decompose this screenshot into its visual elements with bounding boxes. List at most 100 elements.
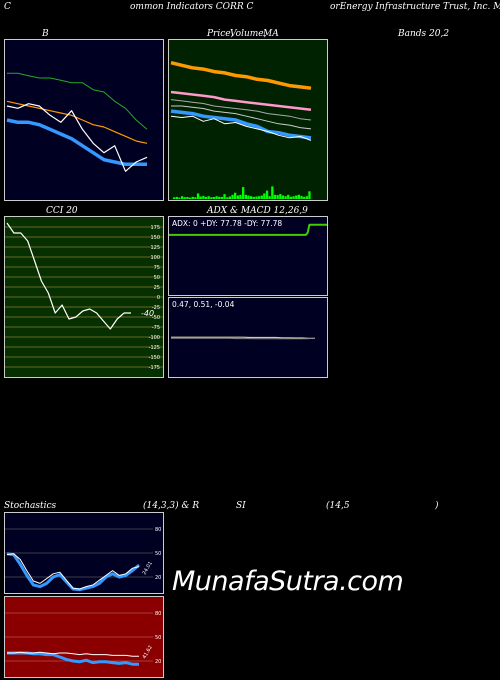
volume-bar: [268, 196, 271, 199]
volume-bar: [252, 196, 255, 199]
volume-bar: [183, 197, 186, 199]
volume-bar: [295, 195, 298, 199]
cci-panel: 175 150 125 100 75 50 25 0 -25 -50 -75 -100 -125 -150…: [4, 216, 164, 378]
volume-bar: [244, 194, 247, 199]
price-volume-panel: [168, 39, 328, 201]
price-series-3: [171, 105, 312, 130]
price-series-1: [170, 90, 312, 112]
cci-tick-label: -50: [152, 315, 160, 321]
label-adx-macd: ADX & MACD 12,26,9: [207, 206, 308, 216]
cci-tick-label: 150: [150, 235, 160, 241]
cci-tick-label: -75: [152, 325, 160, 331]
label-stoch-d: (14,5: [326, 501, 350, 511]
volume-bar: [178, 197, 181, 199]
bollinger-panel: [4, 39, 164, 201]
adx-chart: ADX: 0 +DY: 77.78 -DY: 77.78: [169, 219, 327, 236]
volume-bar: [186, 197, 189, 199]
cci-tick-label: -100: [149, 335, 160, 341]
price-series-4: [170, 109, 312, 140]
volume-bar: [226, 197, 229, 199]
macd-line: [171, 336, 315, 339]
volume-bar: [287, 194, 290, 199]
volume-bar: [255, 196, 258, 199]
price-volume-chart: [170, 60, 312, 199]
label-ma: MA: [263, 29, 279, 39]
bollinger-series-0: [6, 103, 148, 172]
volume-bar: [188, 197, 192, 199]
header-seg1: ommon Indicators CORR C: [130, 2, 254, 12]
volume-bar: [236, 195, 239, 199]
volume-bar: [279, 194, 282, 199]
volume-bar: [284, 196, 287, 199]
volume-bar: [215, 196, 218, 199]
label-cci: CCI 20: [46, 206, 78, 216]
volume-bar: [196, 193, 200, 199]
volume-bar: [218, 196, 221, 199]
label-b: B: [42, 29, 49, 39]
cci-tick-label: 125: [150, 245, 160, 251]
volume-bar: [175, 196, 178, 199]
volume-bar: [308, 191, 311, 199]
price-series-2: [170, 99, 312, 121]
cci-tick-label: -150: [149, 355, 160, 361]
volume-bar: [210, 197, 213, 199]
volume-bar: [303, 196, 306, 199]
label-stoch-c: SI: [236, 501, 246, 511]
stoch-k-line: [6, 553, 140, 590]
price-series-0: [170, 60, 312, 90]
adx-panel: ADX: 0 +DY: 77.78 -DY: 77.78: [168, 216, 328, 296]
rsi-ma-line: [7, 651, 139, 657]
volume-bar: [250, 196, 253, 199]
label-volume: Volume,: [230, 29, 267, 39]
volume-bar: [276, 195, 279, 199]
stoch-tick-label: 20: [155, 575, 161, 581]
stoch-last-label: 24.01: [142, 561, 154, 576]
volume-bar: [305, 196, 308, 199]
volume-bar: [247, 195, 250, 199]
rsi-tick-label: 50: [155, 635, 161, 641]
volume-bar: [292, 196, 295, 199]
cci-last-label: -40: [141, 309, 154, 318]
volume-bar: [231, 194, 234, 199]
volume-bar: [202, 195, 205, 199]
cci-tick-label: 50: [154, 275, 160, 281]
adx-text: ADX: 0 +DY: 77.78 -DY: 77.78: [172, 219, 282, 228]
volume-bar: [239, 194, 242, 199]
cci-tick-label: 175: [150, 225, 160, 231]
volume-bar: [228, 196, 231, 199]
volume-bar: [265, 190, 269, 199]
bollinger-series-3: [6, 118, 147, 167]
adx-line: [169, 223, 327, 236]
volume-bar: [260, 195, 263, 199]
rsi-tick-label: 20: [155, 659, 161, 665]
volume-bar: [207, 196, 210, 199]
volume-bar: [212, 197, 216, 199]
volume-bar: [223, 194, 226, 199]
cci-tick-label: -25: [152, 305, 160, 311]
volume-bar: [234, 192, 237, 199]
stoch-tick-label: 50: [155, 551, 161, 557]
cci-tick-label: -175: [149, 365, 160, 371]
cci-tick-label: 100: [150, 255, 160, 261]
rsi-panel: 80 50 20 41.62: [4, 596, 164, 678]
volume-bar: [181, 196, 184, 199]
volume-bar: [263, 193, 266, 199]
volume-bar: [191, 196, 194, 199]
volume-bar: [300, 195, 303, 199]
bollinger-series-1: [6, 100, 148, 144]
volume-bar: [297, 194, 300, 199]
cci-tick-label: 0: [157, 295, 160, 301]
volume-bar: [204, 196, 208, 199]
label-bands: Bands 20,2: [398, 29, 450, 39]
cci-tick-label: 75: [154, 265, 160, 271]
label-stoch-a: Stochastics: [4, 501, 57, 511]
cci-tick-label: 25: [154, 285, 160, 291]
cci-chart: 175 150 125 100 75 50 25 0 -25 -50 -75 -100 -125 -150…: [5, 222, 163, 371]
macd-panel: 0.47, 0.51, -0.04: [168, 297, 328, 378]
volume-bar: [242, 187, 245, 199]
macd-chart: 0.47, 0.51, -0.04: [171, 300, 316, 340]
volume-bar: [257, 196, 261, 199]
cci-tick-label: -125: [149, 345, 160, 351]
